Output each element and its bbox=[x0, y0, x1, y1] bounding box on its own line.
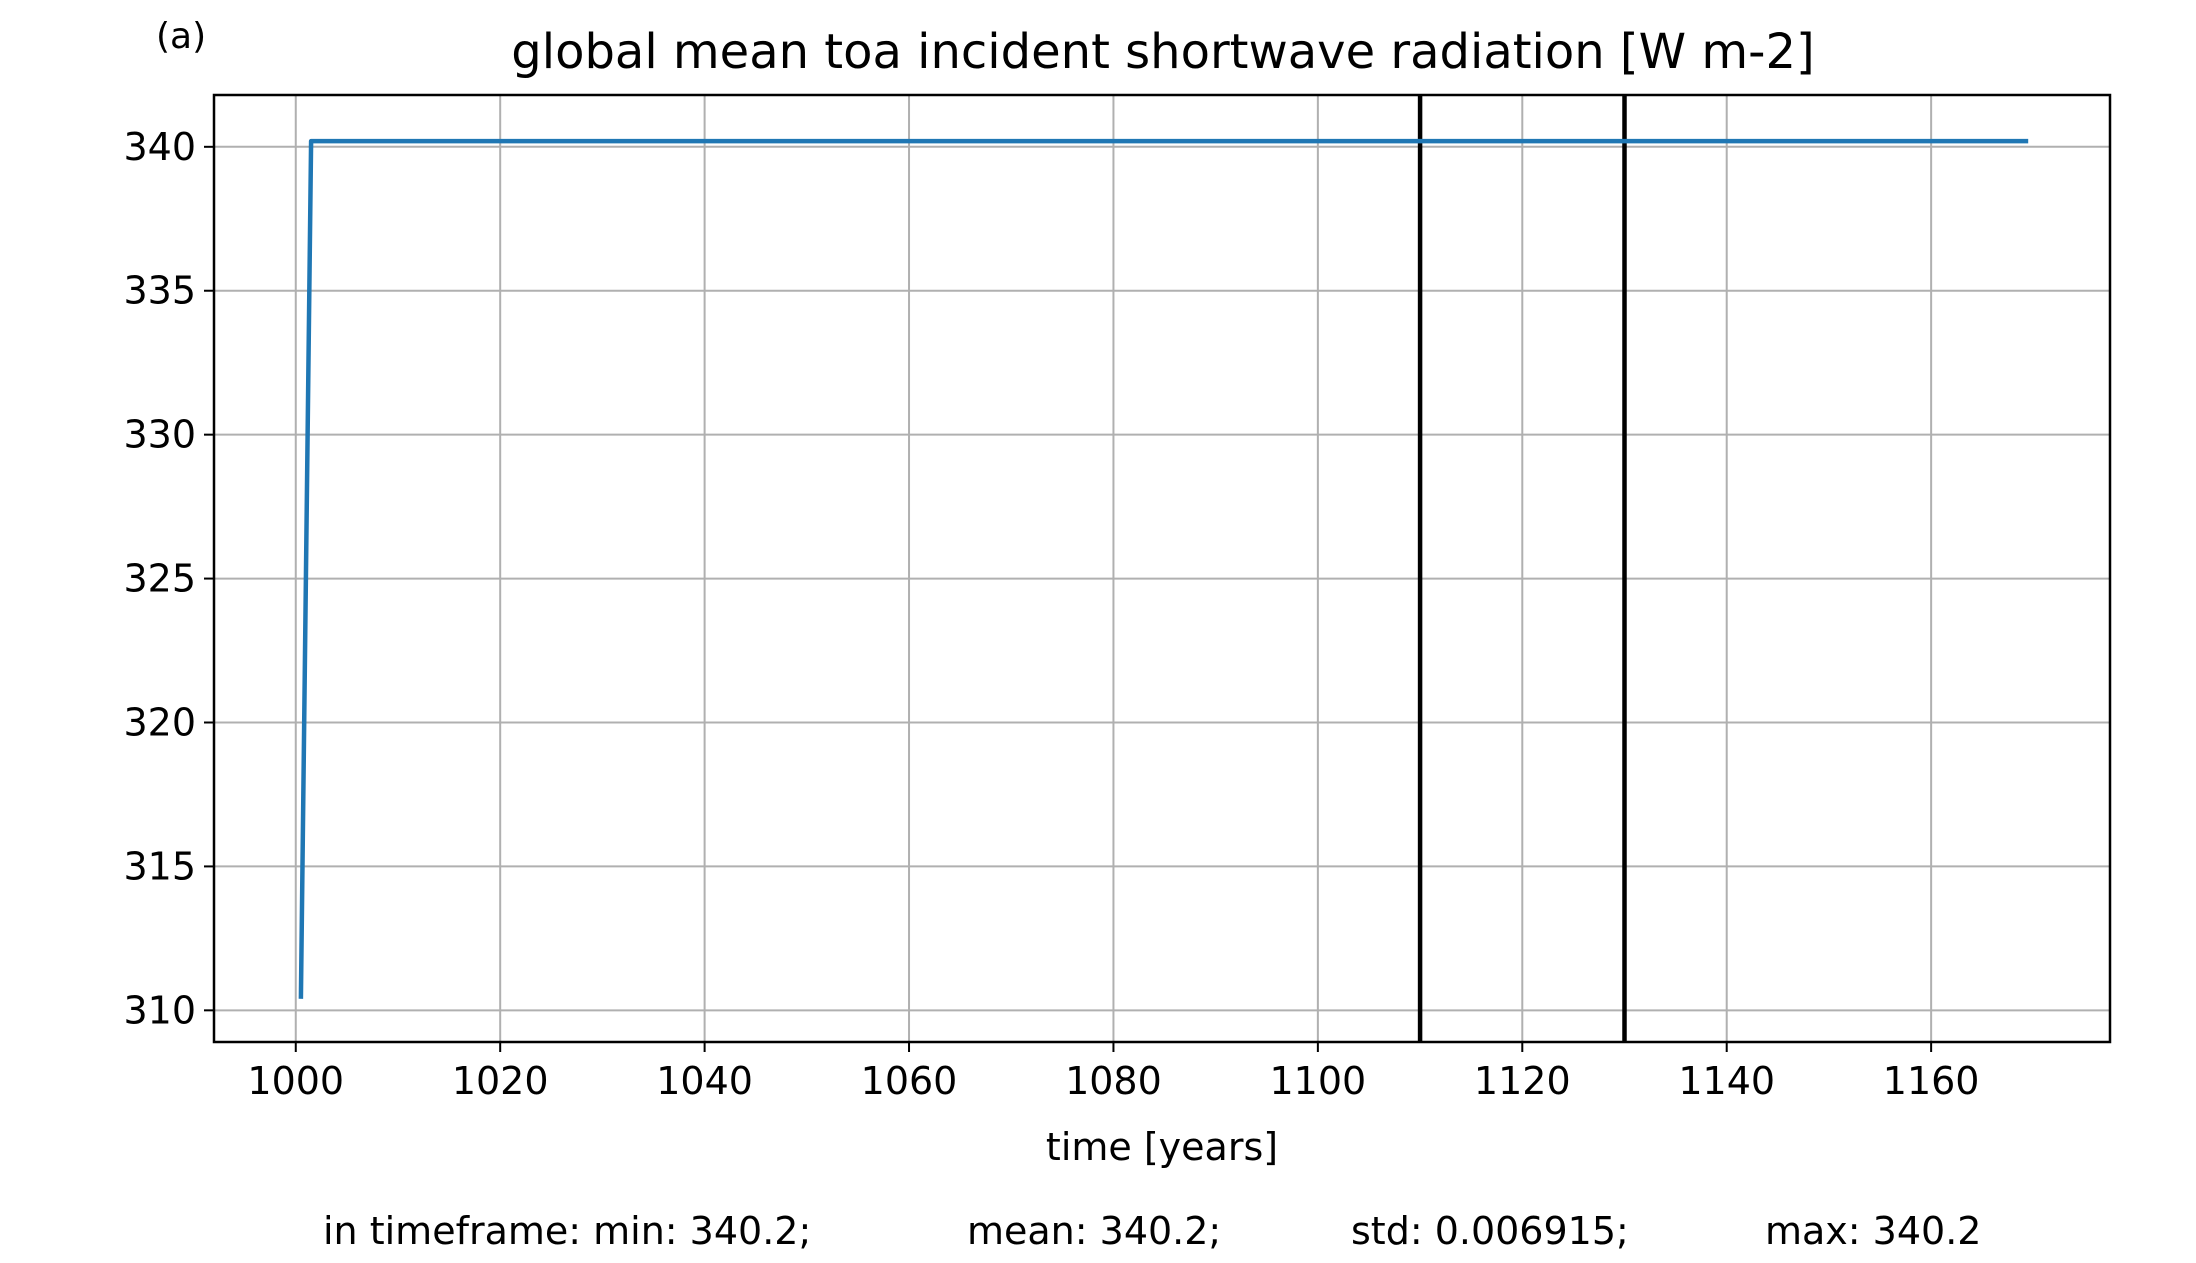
plot-frame bbox=[212, 93, 2112, 1044]
series-layer bbox=[298, 138, 2029, 999]
y-axis: 310 315 320 325 330 335 340 bbox=[123, 125, 214, 1032]
x-tick-label: 1020 bbox=[452, 1059, 549, 1103]
x-tick-label: 1060 bbox=[861, 1059, 958, 1103]
y-tick-label: 325 bbox=[123, 557, 196, 601]
y-tick-label: 320 bbox=[123, 700, 196, 744]
panel-label: (a) bbox=[156, 16, 206, 57]
x-axis: 1000 1020 1040 1060 1080 1100 1120 1140 1160 bbox=[247, 1042, 1979, 1103]
x-tick-label: 1000 bbox=[247, 1059, 344, 1103]
stats-min: in timeframe: min: 340.2; bbox=[323, 1209, 811, 1253]
x-tick-label: 1160 bbox=[1883, 1059, 1980, 1103]
y-tick-label: 335 bbox=[123, 269, 196, 313]
series-line bbox=[298, 138, 2029, 999]
grid-lines bbox=[214, 95, 2110, 1042]
x-tick-label: 1100 bbox=[1270, 1059, 1367, 1103]
marker-lines bbox=[1417, 95, 1627, 1042]
x-tick-label: 1140 bbox=[1678, 1059, 1775, 1103]
chart-title: global mean toa incident shortwave radia… bbox=[511, 24, 1814, 80]
stats-std: std: 0.006915; bbox=[1351, 1209, 1629, 1253]
y-tick-label: 315 bbox=[123, 844, 196, 888]
x-axis-label: time [years] bbox=[1046, 1125, 1278, 1169]
x-tick-label: 1120 bbox=[1474, 1059, 1571, 1103]
y-tick-label: 340 bbox=[123, 125, 196, 169]
x-tick-label: 1040 bbox=[656, 1059, 753, 1103]
y-tick-label: 310 bbox=[123, 988, 196, 1032]
y-tick-label: 330 bbox=[123, 413, 196, 457]
x-tick-label: 1080 bbox=[1065, 1059, 1162, 1103]
stats-max: max: 340.2 bbox=[1765, 1209, 1981, 1253]
stats-mean: mean: 340.2; bbox=[967, 1209, 1221, 1253]
